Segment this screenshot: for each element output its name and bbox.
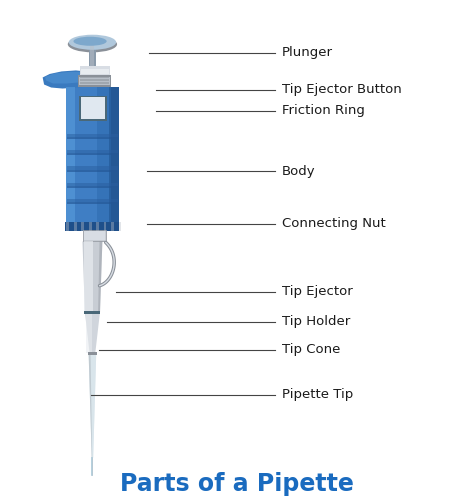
Bar [66,222,69,231]
Polygon shape [86,312,92,353]
Bar [89,222,91,231]
Text: Parts of a Pipette: Parts of a Pipette [120,472,354,496]
Text: Tip Holder: Tip Holder [282,315,350,328]
Bar [109,87,118,224]
Bar [78,75,111,87]
Text: Tip Cone: Tip Cone [282,343,340,356]
Bar [67,186,118,188]
Polygon shape [45,72,88,83]
Ellipse shape [68,36,117,52]
Text: Plunger: Plunger [282,46,333,59]
Polygon shape [89,353,96,458]
Bar [67,153,118,155]
Bar [84,231,105,240]
Text: Pipette Tip: Pipette Tip [282,388,353,401]
Bar [88,352,97,355]
Ellipse shape [73,37,107,46]
Bar [79,77,110,85]
Bar [90,42,94,72]
Bar [80,76,109,78]
Text: Body: Body [282,164,316,178]
Bar [66,87,118,224]
Polygon shape [85,312,100,353]
Bar [81,97,105,119]
Bar [67,134,118,139]
Bar [104,222,107,231]
Bar [67,199,118,204]
Bar [89,40,96,73]
Text: Connecting Nut: Connecting Nut [282,217,386,230]
Polygon shape [98,241,102,312]
Bar [67,166,118,172]
Bar [97,87,111,224]
Bar [74,222,77,231]
Bar [80,79,109,81]
Bar [118,222,121,231]
Bar [67,150,118,155]
Bar [67,137,118,139]
Bar [81,69,109,74]
Bar [67,202,118,204]
Bar [96,222,99,231]
Bar [65,222,119,231]
Bar [84,311,100,314]
Text: Friction Ring: Friction Ring [282,104,365,117]
Bar [79,96,107,121]
Polygon shape [82,241,102,312]
Text: Tip Ejector: Tip Ejector [282,285,353,298]
Bar [80,82,109,84]
Bar [80,66,110,75]
Polygon shape [89,353,96,458]
Text: Tip Ejector Button: Tip Ejector Button [282,83,402,96]
Bar [67,170,118,172]
Ellipse shape [69,35,116,50]
Bar [67,183,118,188]
Polygon shape [89,353,92,458]
Polygon shape [43,70,96,89]
Bar [111,222,114,231]
Bar [83,230,106,241]
Polygon shape [84,241,93,312]
Bar [81,222,84,231]
Bar [66,87,75,224]
